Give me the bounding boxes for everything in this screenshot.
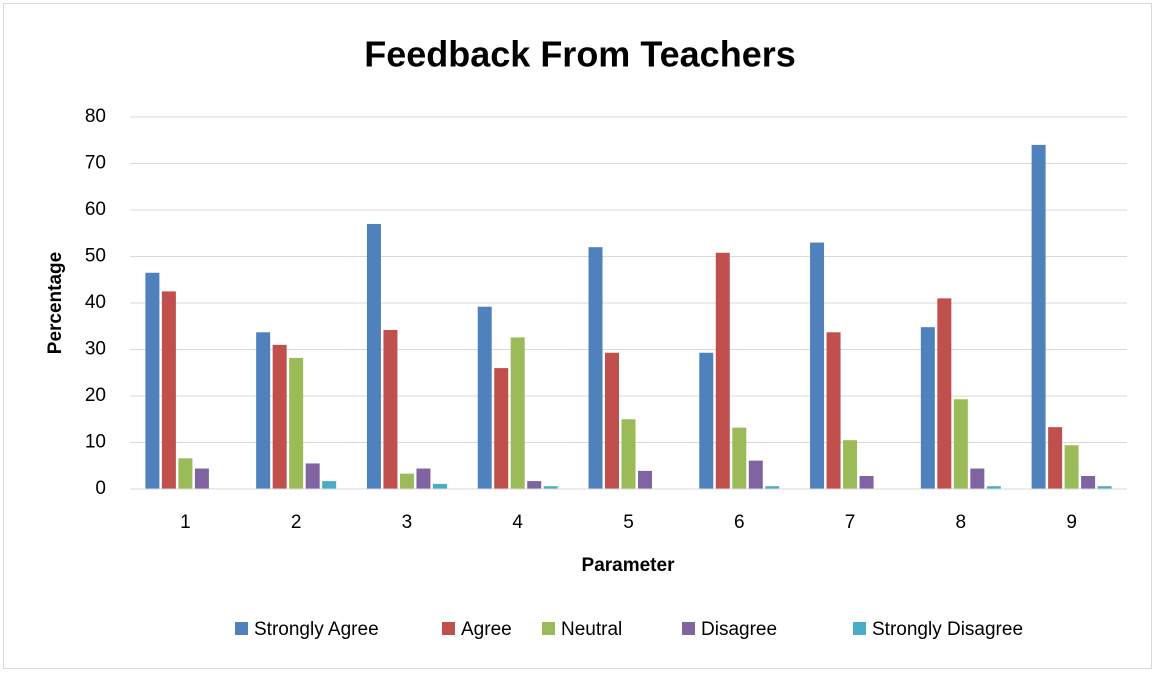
legend-swatch: [442, 622, 455, 635]
bar: [510, 337, 525, 489]
bar: [527, 481, 542, 489]
bar: [1097, 486, 1112, 489]
x-tick-label: 8: [956, 512, 967, 533]
y-tick-label: 30: [85, 339, 106, 360]
chart-title: Feedback From Teachers: [364, 34, 796, 75]
legend-label: Disagree: [701, 619, 777, 640]
legend-swatch: [682, 622, 695, 635]
y-axis-label: Percentage: [45, 252, 66, 354]
legend-swatch: [542, 622, 555, 635]
y-tick-label: 10: [85, 432, 106, 453]
legend-swatch: [235, 622, 248, 635]
x-tick-label: 2: [291, 512, 302, 533]
bar: [621, 419, 636, 489]
legend-swatch: [853, 622, 866, 635]
y-tick-label: 20: [85, 385, 106, 406]
bar: [272, 344, 287, 489]
bar: [256, 332, 271, 489]
bar: [859, 475, 874, 489]
bar: [477, 306, 492, 489]
bar: [383, 329, 398, 489]
chart-frame: [3, 3, 1152, 669]
bar: [161, 291, 176, 489]
x-tick-label: 6: [734, 512, 745, 533]
bar: [416, 468, 431, 489]
bar: [605, 352, 619, 489]
bar: [494, 368, 509, 489]
bar: [732, 427, 747, 489]
y-tick-label: 70: [85, 153, 106, 174]
bar: [366, 223, 381, 489]
bar: [765, 486, 780, 489]
bar: [322, 481, 337, 489]
bar: [305, 463, 320, 489]
bar: [1031, 144, 1046, 489]
bar: [748, 460, 763, 489]
legend-label: Strongly Agree: [254, 619, 379, 640]
x-tick-label: 7: [845, 512, 856, 533]
bar: [1048, 427, 1063, 489]
y-tick-label: 0: [95, 478, 106, 499]
bar: [638, 470, 652, 489]
x-tick-label: 9: [1066, 512, 1077, 533]
x-tick-label: 4: [512, 512, 523, 533]
legend-label: Agree: [461, 619, 512, 640]
bar: [810, 242, 825, 489]
bar: [920, 327, 935, 489]
bar: [843, 440, 858, 489]
x-tick-label: 3: [402, 512, 413, 533]
bar: [145, 272, 160, 489]
bar: [699, 352, 714, 489]
bar: [970, 468, 985, 489]
x-tick-label: 1: [180, 512, 191, 533]
bar: [826, 332, 841, 489]
bar: [432, 483, 447, 489]
bar: [1081, 475, 1096, 489]
legend-label: Neutral: [561, 619, 622, 640]
bar: [178, 458, 193, 489]
bar: [194, 468, 209, 489]
bar: [289, 357, 304, 489]
x-tick-label: 5: [623, 512, 634, 533]
bar: [986, 486, 1001, 489]
y-tick-label: 40: [85, 292, 106, 313]
bar: [937, 298, 952, 489]
y-tick-label: 50: [85, 246, 106, 267]
legend-label: Strongly Disagree: [872, 619, 1023, 640]
bar: [543, 486, 558, 489]
y-tick-label: 60: [85, 199, 106, 220]
bar: [953, 399, 968, 489]
y-tick-label: 80: [85, 106, 106, 127]
x-axis-label: Parameter: [582, 555, 676, 576]
bar: [715, 252, 730, 489]
bar: [588, 247, 603, 489]
bar: [1064, 445, 1079, 489]
bar: [399, 473, 414, 489]
